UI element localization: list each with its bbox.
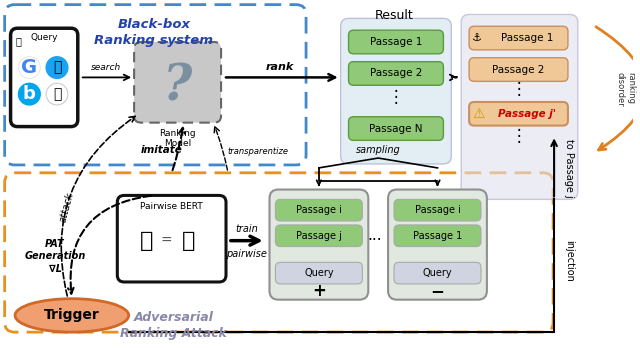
Text: PAT
Generation
∇L: PAT Generation ∇L <box>24 239 86 274</box>
Text: ⚠: ⚠ <box>473 107 485 121</box>
Text: injection: injection <box>564 240 574 282</box>
Text: search: search <box>92 63 122 72</box>
Text: −: − <box>431 282 444 300</box>
Text: 🔍: 🔍 <box>15 36 21 46</box>
Text: Passage 2: Passage 2 <box>492 64 545 74</box>
Text: rank: rank <box>265 63 294 72</box>
FancyArrowPatch shape <box>596 27 640 150</box>
Text: sampling: sampling <box>356 145 401 155</box>
FancyBboxPatch shape <box>117 196 226 282</box>
FancyBboxPatch shape <box>469 102 568 126</box>
FancyBboxPatch shape <box>388 190 487 300</box>
Text: imitate: imitate <box>141 145 182 155</box>
Text: Passage i: Passage i <box>415 205 460 215</box>
Text: 🌐: 🌐 <box>53 87 61 101</box>
Text: +: + <box>312 282 326 300</box>
Text: Passage 1: Passage 1 <box>370 37 422 47</box>
Text: Passage 1: Passage 1 <box>501 33 554 43</box>
Text: Adversarial
Ranking Attack: Adversarial Ranking Attack <box>120 311 227 340</box>
Text: ⚓: ⚓ <box>472 33 482 43</box>
FancyBboxPatch shape <box>394 225 481 247</box>
Text: 🤖: 🤖 <box>140 231 154 251</box>
Text: ⋮: ⋮ <box>510 80 527 98</box>
Text: pairwise: pairwise <box>227 248 267 259</box>
Circle shape <box>46 57 68 78</box>
Text: Passage i: Passage i <box>296 205 342 215</box>
FancyBboxPatch shape <box>340 18 451 164</box>
FancyBboxPatch shape <box>394 262 481 284</box>
Text: ?: ? <box>163 63 192 112</box>
Text: b: b <box>23 85 36 103</box>
FancyBboxPatch shape <box>275 225 362 247</box>
Text: ranking
disorder: ranking disorder <box>616 72 636 106</box>
Text: Query: Query <box>31 33 58 42</box>
Text: Passage 1: Passage 1 <box>413 231 462 241</box>
Text: Query: Query <box>422 268 452 278</box>
Text: =: = <box>161 234 173 248</box>
Circle shape <box>19 57 40 78</box>
Text: Passage j: Passage j <box>296 231 342 241</box>
Text: 🐦: 🐦 <box>53 61 61 74</box>
Text: Passage j': Passage j' <box>499 109 556 119</box>
FancyBboxPatch shape <box>394 199 481 221</box>
Text: 🤖: 🤖 <box>182 231 195 251</box>
Text: Passage 2: Passage 2 <box>370 69 422 78</box>
Text: Result: Result <box>374 9 413 22</box>
FancyBboxPatch shape <box>134 42 221 122</box>
Text: ⋮: ⋮ <box>510 127 527 145</box>
FancyBboxPatch shape <box>269 190 368 300</box>
Circle shape <box>46 83 68 105</box>
FancyBboxPatch shape <box>349 117 444 140</box>
FancyBboxPatch shape <box>469 26 568 50</box>
FancyBboxPatch shape <box>275 262 362 284</box>
Text: Ranking
Model: Ranking Model <box>159 128 196 148</box>
Text: train: train <box>236 224 258 234</box>
Text: Trigger: Trigger <box>44 308 100 322</box>
Text: ⋮: ⋮ <box>388 88 404 106</box>
Text: G: G <box>21 58 37 77</box>
Text: attack: attack <box>58 191 76 223</box>
FancyBboxPatch shape <box>349 30 444 54</box>
FancyBboxPatch shape <box>349 62 444 85</box>
Text: ···: ··· <box>367 233 381 248</box>
Text: Black-box
Ranking system: Black-box Ranking system <box>94 18 213 47</box>
FancyBboxPatch shape <box>461 15 578 199</box>
Text: to Passage j: to Passage j <box>564 139 574 197</box>
FancyBboxPatch shape <box>469 58 568 81</box>
Text: Passage N: Passage N <box>369 124 423 134</box>
FancyBboxPatch shape <box>11 28 78 127</box>
Text: transparentize: transparentize <box>227 147 288 156</box>
Text: Query: Query <box>304 268 333 278</box>
FancyBboxPatch shape <box>275 199 362 221</box>
Ellipse shape <box>15 299 129 332</box>
Circle shape <box>19 83 40 105</box>
Text: Pairwise BERT: Pairwise BERT <box>140 202 203 211</box>
